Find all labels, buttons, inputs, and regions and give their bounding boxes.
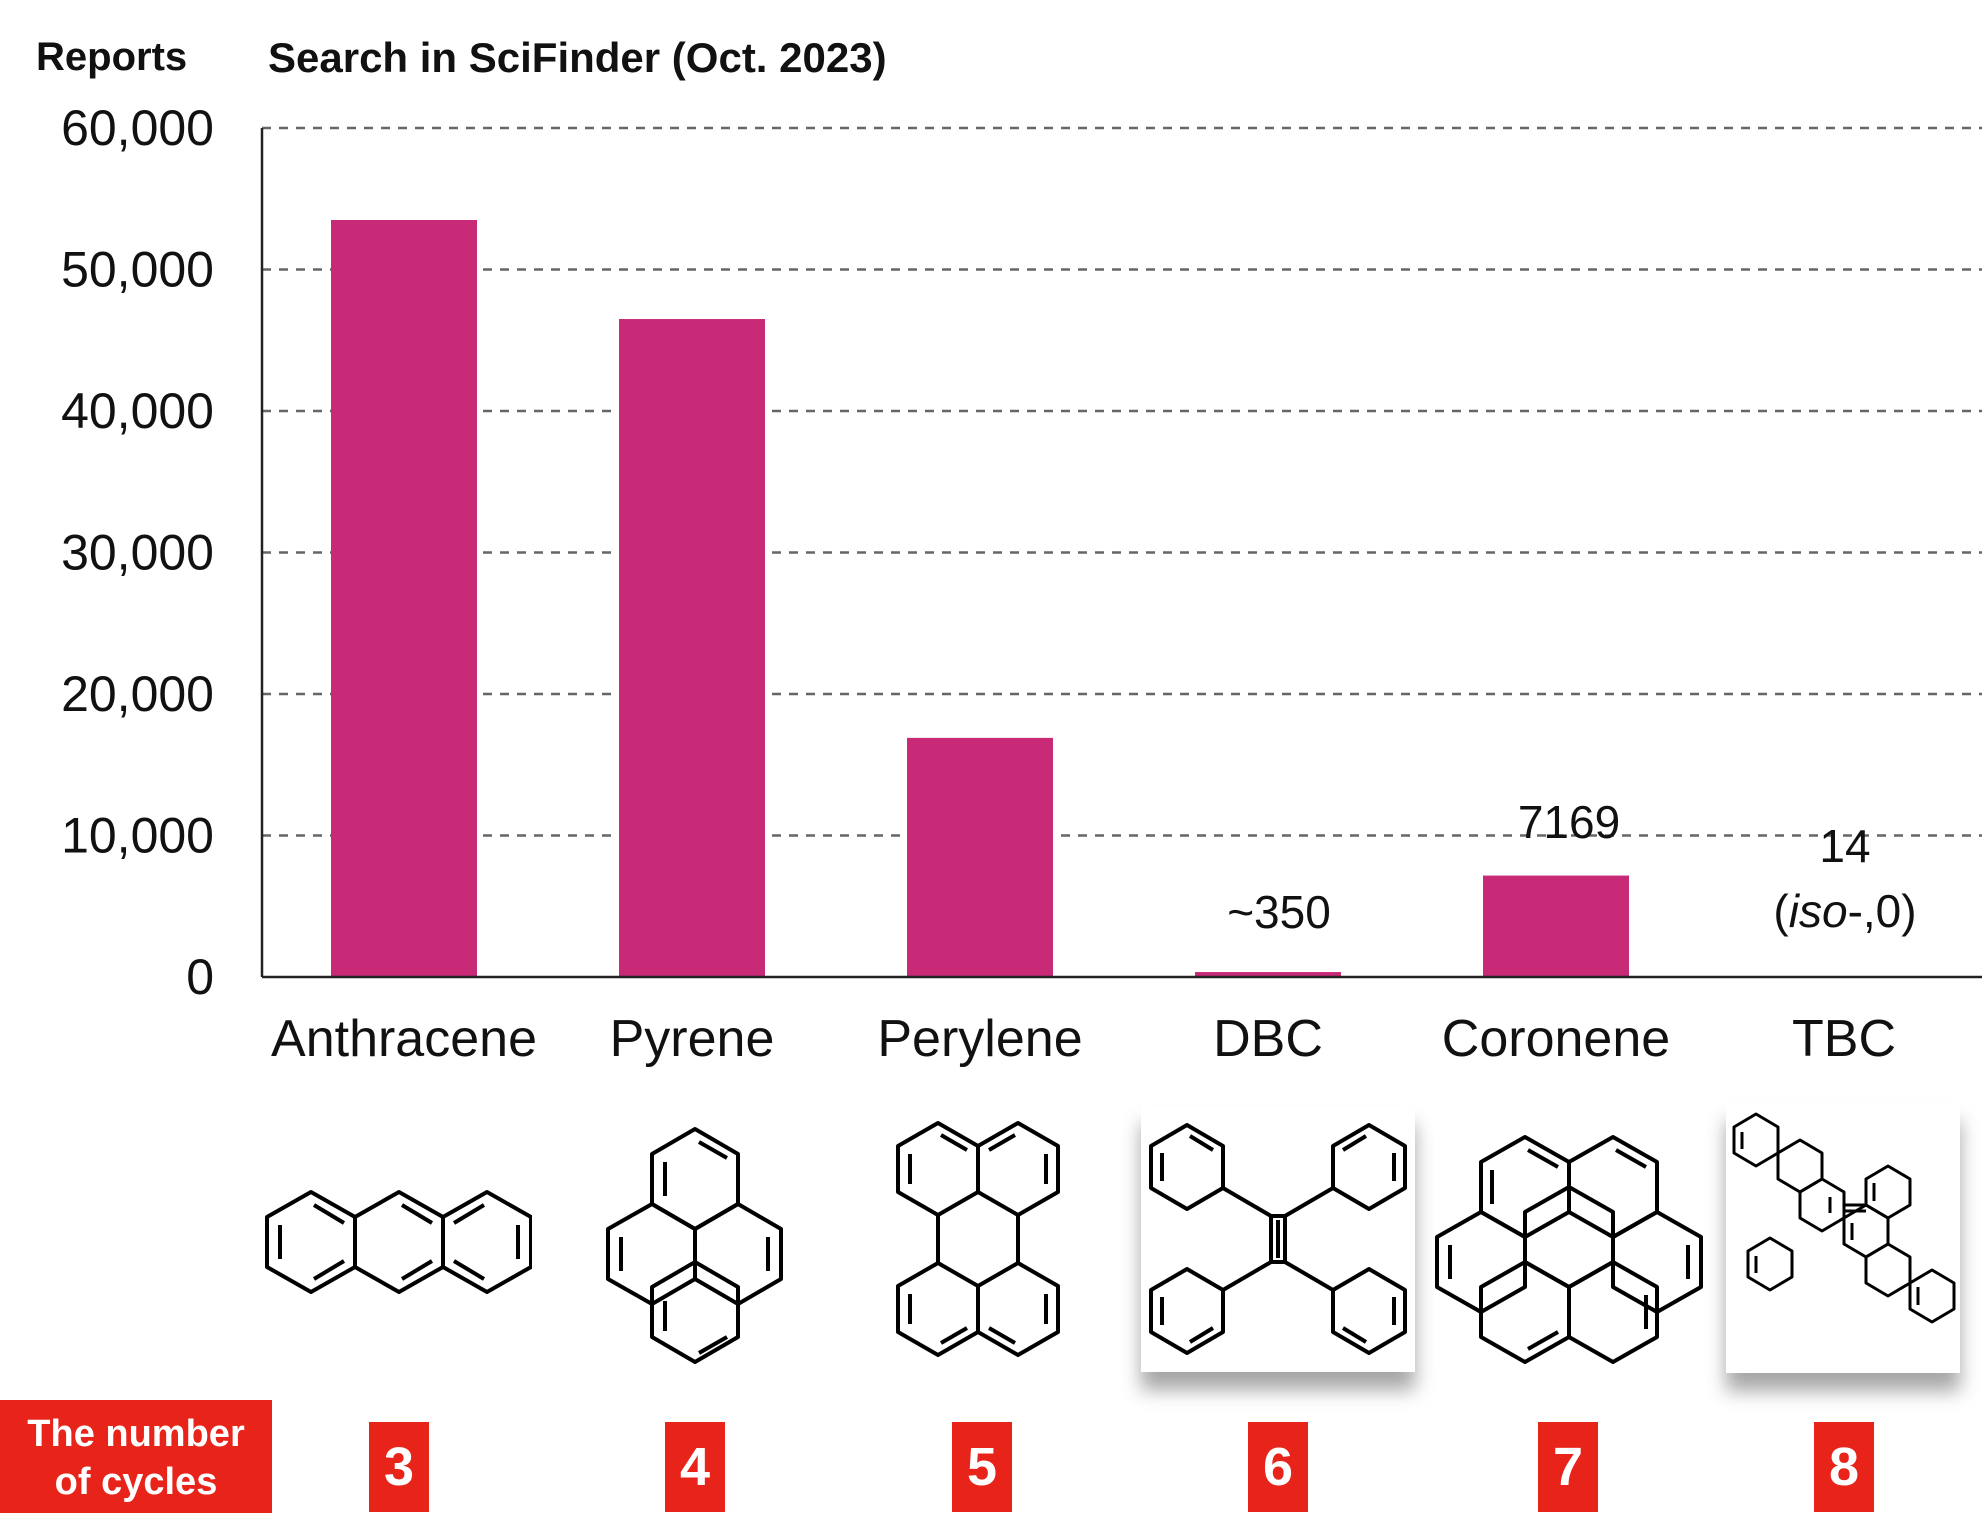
dbc-structure	[1141, 1106, 1415, 1372]
cycle-badge-pyrene: 4	[665, 1422, 725, 1512]
y-tick-label: 10,000	[61, 808, 214, 864]
y-tick-label: 0	[186, 949, 214, 1005]
bars	[331, 219, 1917, 978]
data-label-tbc-iso: (iso-,0)	[1773, 885, 1916, 937]
tbc-iso-close: -,0)	[1848, 885, 1917, 937]
data-label-coronene: 7169	[1518, 796, 1620, 848]
bar-coronene	[1483, 875, 1629, 977]
cycle-badge-dbc: 6	[1248, 1422, 1308, 1512]
cycle-badge-coronene: 7	[1538, 1422, 1598, 1512]
tbc-iso-italic: iso	[1789, 885, 1848, 937]
x-category-perylene: Perylene	[877, 1010, 1082, 1068]
y-tick-label: 20,000	[61, 666, 214, 722]
cycles-row-label: The number of cycles	[0, 1400, 272, 1513]
y-axis-label: Reports	[36, 35, 187, 79]
data-labels: ~350 7169 14 (iso-,0)	[1227, 796, 1916, 938]
bar-pyrene	[619, 319, 765, 977]
x-axis-categories: Anthracene Pyrene Perylene DBC Coronene TBC	[271, 1010, 1896, 1068]
grid-lines	[262, 126, 1982, 837]
bar-anthracene	[331, 219, 477, 978]
chart-title: Search in SciFinder (Oct. 2023)	[268, 34, 887, 81]
x-category-tbc: TBC	[1792, 1010, 1896, 1068]
y-tick-label: 40,000	[61, 383, 214, 439]
y-tick-label: 30,000	[61, 525, 214, 581]
perylene-structure	[893, 1116, 1073, 1366]
y-tick-label: 60,000	[61, 100, 214, 156]
coronene-structure	[1434, 1112, 1704, 1367]
cycles-label-line1: The number	[27, 1413, 245, 1455]
tbc-structure	[1726, 1103, 1960, 1373]
data-label-dbc: ~350	[1227, 886, 1331, 938]
cycle-badge-anthracene: 3	[369, 1422, 429, 1512]
bar-dbc	[1195, 972, 1341, 977]
x-category-coronene: Coronene	[1442, 1010, 1670, 1068]
x-category-anthracene: Anthracene	[271, 1010, 537, 1068]
cycles-label-line2: of cycles	[54, 1461, 218, 1503]
cycle-badge-tbc: 8	[1814, 1422, 1874, 1512]
tbc-iso-open: (	[1773, 885, 1789, 937]
y-axis-ticks: 0 10,000 20,000 30,000 40,000 50,000 60,000	[61, 100, 214, 1005]
data-label-tbc-count: 14	[1819, 820, 1870, 872]
y-tick-label: 50,000	[61, 242, 214, 298]
x-category-pyrene: Pyrene	[610, 1010, 775, 1068]
cycle-badge-perylene: 5	[952, 1422, 1012, 1512]
anthracene-structure	[262, 1180, 532, 1300]
x-category-dbc: DBC	[1213, 1010, 1323, 1068]
bar-perylene	[907, 737, 1053, 977]
pyrene-structure	[603, 1116, 783, 1366]
